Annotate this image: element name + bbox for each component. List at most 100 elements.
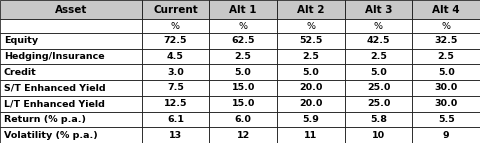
Text: 25.0: 25.0 <box>367 84 390 92</box>
Text: 11: 11 <box>304 131 317 140</box>
Text: 52.5: 52.5 <box>299 36 323 45</box>
Text: %: % <box>171 22 180 31</box>
Text: 2.5: 2.5 <box>235 52 252 61</box>
Text: 20.0: 20.0 <box>299 84 323 92</box>
Bar <box>412 33 480 49</box>
Text: 5.0: 5.0 <box>302 68 319 77</box>
Text: 12: 12 <box>237 131 250 140</box>
Bar <box>142 0 209 19</box>
Bar <box>277 80 345 96</box>
Text: S/T Enhanced Yield: S/T Enhanced Yield <box>4 84 106 92</box>
Bar <box>412 127 480 143</box>
Text: 7.5: 7.5 <box>167 84 184 92</box>
Text: %: % <box>306 22 315 31</box>
Text: Credit: Credit <box>4 68 36 77</box>
Text: 15.0: 15.0 <box>231 99 255 108</box>
Bar <box>345 19 412 33</box>
Text: 15.0: 15.0 <box>231 84 255 92</box>
Bar <box>209 112 277 127</box>
Bar <box>345 127 412 143</box>
Bar <box>345 64 412 80</box>
Text: 30.0: 30.0 <box>434 84 458 92</box>
Bar <box>209 19 277 33</box>
Text: 13: 13 <box>169 131 182 140</box>
Text: 62.5: 62.5 <box>231 36 255 45</box>
Bar <box>0 0 142 19</box>
Bar <box>277 19 345 33</box>
Text: 30.0: 30.0 <box>434 99 458 108</box>
Bar <box>142 33 209 49</box>
Text: %: % <box>239 22 248 31</box>
Bar <box>142 64 209 80</box>
Text: 42.5: 42.5 <box>367 36 390 45</box>
Text: 10: 10 <box>372 131 385 140</box>
Bar <box>345 0 412 19</box>
Text: 5.9: 5.9 <box>302 115 319 124</box>
Bar <box>0 64 142 80</box>
Bar <box>0 19 142 33</box>
Bar <box>209 96 277 112</box>
Text: 5.8: 5.8 <box>370 115 387 124</box>
Text: 5.0: 5.0 <box>438 68 455 77</box>
Bar <box>209 64 277 80</box>
Bar <box>277 64 345 80</box>
Bar <box>209 49 277 64</box>
Text: 3.0: 3.0 <box>167 68 184 77</box>
Text: Alt 3: Alt 3 <box>365 5 392 15</box>
Text: 2.5: 2.5 <box>302 52 319 61</box>
Bar <box>277 127 345 143</box>
Bar <box>412 49 480 64</box>
Text: 20.0: 20.0 <box>299 99 323 108</box>
Bar <box>0 96 142 112</box>
Text: 9: 9 <box>443 131 449 140</box>
Bar <box>412 0 480 19</box>
Bar <box>142 49 209 64</box>
Text: 6.1: 6.1 <box>167 115 184 124</box>
Text: 72.5: 72.5 <box>164 36 187 45</box>
Bar <box>277 33 345 49</box>
Text: Current: Current <box>153 5 198 15</box>
Bar <box>277 112 345 127</box>
Text: Asset: Asset <box>55 5 87 15</box>
Text: 25.0: 25.0 <box>367 99 390 108</box>
Text: 12.5: 12.5 <box>164 99 187 108</box>
Text: %: % <box>442 22 451 31</box>
Bar <box>345 33 412 49</box>
Text: 5.0: 5.0 <box>235 68 252 77</box>
Text: 5.0: 5.0 <box>370 68 387 77</box>
Text: Return (% p.a.): Return (% p.a.) <box>4 115 86 124</box>
Bar <box>412 112 480 127</box>
Bar <box>142 80 209 96</box>
Text: 2.5: 2.5 <box>438 52 455 61</box>
Bar <box>142 19 209 33</box>
Bar <box>412 96 480 112</box>
Text: Alt 1: Alt 1 <box>229 5 257 15</box>
Bar <box>345 112 412 127</box>
Bar <box>209 80 277 96</box>
Bar <box>345 80 412 96</box>
Bar <box>412 80 480 96</box>
Bar <box>277 96 345 112</box>
Bar <box>209 127 277 143</box>
Bar <box>345 49 412 64</box>
Bar <box>0 80 142 96</box>
Text: L/T Enhanced Yield: L/T Enhanced Yield <box>4 99 105 108</box>
Bar <box>0 49 142 64</box>
Bar <box>142 96 209 112</box>
Text: Alt 2: Alt 2 <box>297 5 324 15</box>
Bar <box>0 127 142 143</box>
Text: Hedging/Insurance: Hedging/Insurance <box>4 52 105 61</box>
Text: 4.5: 4.5 <box>167 52 184 61</box>
Text: 6.0: 6.0 <box>235 115 252 124</box>
Bar <box>412 19 480 33</box>
Bar <box>142 127 209 143</box>
Bar <box>0 33 142 49</box>
Bar <box>0 112 142 127</box>
Text: 5.5: 5.5 <box>438 115 455 124</box>
Bar <box>345 96 412 112</box>
Bar <box>277 0 345 19</box>
Bar <box>142 112 209 127</box>
Text: Equity: Equity <box>4 36 38 45</box>
Bar <box>412 64 480 80</box>
Bar <box>209 33 277 49</box>
